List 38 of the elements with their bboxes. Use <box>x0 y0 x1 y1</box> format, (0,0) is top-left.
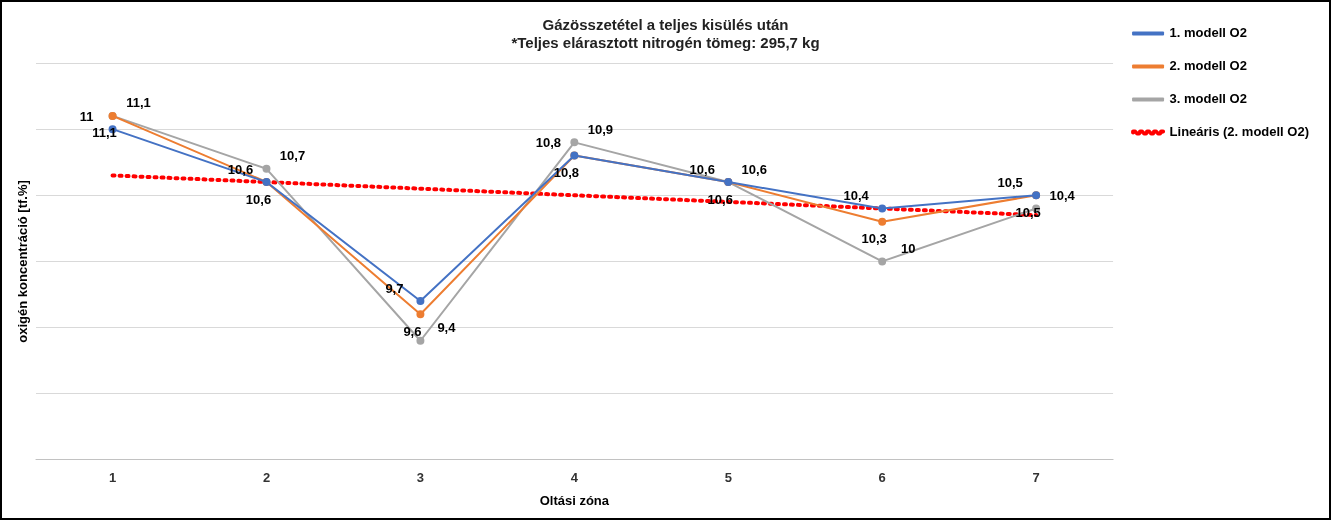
data-label: 10,3 <box>861 231 887 247</box>
legend-label: 1. modell O2 <box>1169 25 1247 41</box>
data-label: 10,4 <box>1049 188 1076 204</box>
point <box>878 204 887 213</box>
x-tick-label: 2 <box>262 470 271 486</box>
data-label: 10,4 <box>843 188 870 204</box>
data-label: 10 <box>900 240 916 256</box>
point <box>416 310 425 319</box>
legend-label: 3. modell O2 <box>1169 91 1247 107</box>
data-label: 9,4 <box>437 320 457 336</box>
data-label: 10,6 <box>245 191 272 207</box>
x-axis-title: Oltási zóna <box>539 492 610 508</box>
data-label: 10,6 <box>689 161 715 177</box>
x-tick-label: 5 <box>724 470 732 486</box>
data-label: 10,7 <box>279 148 306 164</box>
data-label: 11,1 <box>126 95 151 111</box>
text: Gázösszetétel a teljes kisülés után <box>542 16 789 34</box>
legend-label: Lineáris (2. modell O2) <box>1169 124 1310 140</box>
x-tick-label: 3 <box>416 470 425 486</box>
data-label: 11 <box>79 108 94 124</box>
data-label: 11,1 <box>92 125 117 141</box>
x-tick-label: 1 <box>108 470 117 486</box>
x-tick-label: 4 <box>570 470 579 486</box>
point <box>262 164 271 173</box>
point <box>570 138 579 147</box>
x-tick-label: 7 <box>1032 470 1040 486</box>
point <box>416 297 425 306</box>
data-label: 10,6 <box>741 161 767 177</box>
y-axis-title: oxigén koncentráció [tf.%] <box>15 180 31 343</box>
data-label: 10,5 <box>997 174 1023 190</box>
data-label: 9,6 <box>403 323 422 339</box>
legend-label: 2. modell O2 <box>1169 58 1247 74</box>
text: *Teljes elárasztott nitrogén tömeg: 295,7 kg <box>511 34 820 52</box>
data-label: 10,8 <box>535 135 561 151</box>
x-tick-label: 6 <box>878 470 886 486</box>
point <box>878 217 887 226</box>
data-label: 10,9 <box>587 121 613 137</box>
point <box>878 257 887 266</box>
